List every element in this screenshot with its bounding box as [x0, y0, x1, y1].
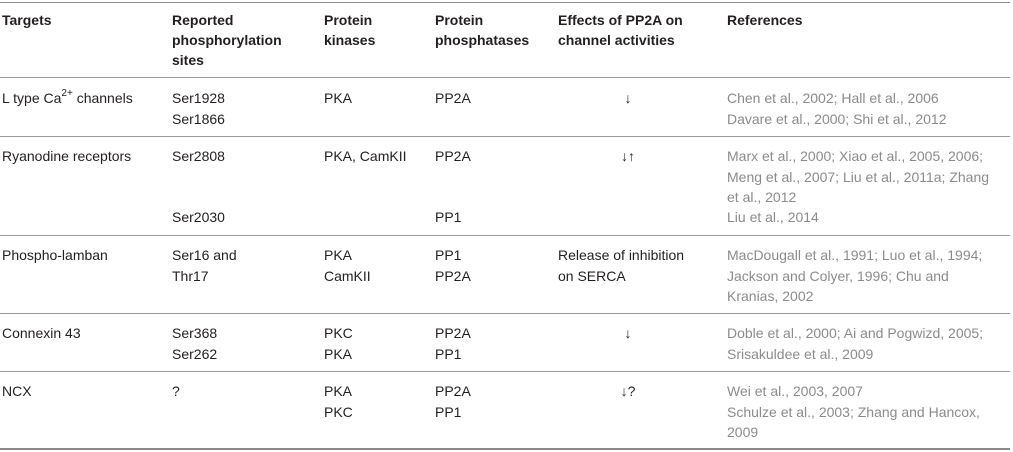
- row-rule: [0, 371, 1010, 372]
- row-cx43-sites: Ser368 Ser262: [172, 325, 218, 362]
- row-ryr-references-a: Marx et al., 2000; Xiao et al., 2005, 20…: [727, 148, 990, 205]
- header-phosphatases: Protein phosphatases: [435, 12, 530, 48]
- table-top-rule: [0, 2, 1010, 3]
- row-cx43-phosphatases: PP2A PP1: [435, 325, 471, 362]
- row-ltype-target: L type Ca2+ channels: [2, 88, 133, 106]
- row-ryr-phosphatase-b: PP1: [435, 209, 462, 225]
- row-plb-kinases: PKA CamKII: [324, 247, 371, 284]
- header-kinases: Protein kinases: [324, 12, 376, 48]
- row-ncx-sites: ?: [172, 383, 180, 399]
- row-ryr-site-b: Ser2030: [172, 209, 225, 225]
- header-targets: Targets: [2, 12, 52, 28]
- row-ncx-kinases: PKA PKC: [324, 383, 353, 420]
- header-sites: Reported phosphorylation sites: [172, 12, 282, 68]
- table-bottom-rule: [0, 448, 1010, 450]
- row-plb-effect: Release of inhibition on SERCA: [558, 247, 685, 284]
- row-ryr-site-a: Ser2808: [172, 148, 225, 164]
- row-ryr-kinases: PKA, CamKII: [324, 148, 407, 164]
- row-plb-sites: Ser16 and Thr17: [172, 247, 237, 284]
- row-ncx-phosphatases: PP2A PP1: [435, 383, 471, 420]
- row-ltype-phosphatases: PP2A: [435, 90, 471, 106]
- row-rule: [0, 136, 1010, 137]
- row-ryr-phosphatase-a: PP2A: [435, 148, 471, 164]
- row-ncx-references: Wei et al., 2003, 2007 Schulze et al., 2…: [727, 383, 980, 440]
- row-ryr-references-b: Liu et al., 2014: [727, 209, 819, 225]
- header-rule: [0, 77, 1010, 78]
- row-rule: [0, 235, 1010, 236]
- header-references: References: [727, 12, 803, 28]
- row-ryr-target: Ryanodine receptors: [2, 148, 132, 164]
- row-plb-target: Phospho-lamban: [2, 247, 108, 263]
- header-effects: Effects of PP2A on channel activities: [558, 12, 683, 48]
- row-rule: [0, 313, 1010, 314]
- row-ncx-target: NCX: [2, 383, 32, 399]
- row-ltype-references: Chen et al., 2002; Hall et al., 2006 Dav…: [727, 90, 947, 127]
- row-cx43-effect: ↓: [624, 325, 632, 341]
- row-cx43-kinases: PKC PKA: [324, 325, 353, 362]
- row-ltype-kinases: PKA: [324, 90, 353, 106]
- row-ryr-effect: ↓↑: [621, 148, 635, 164]
- row-ncx-effect: ↓?: [620, 383, 636, 399]
- row-plb-phosphatases: PP1 PP2A: [435, 247, 471, 284]
- row-cx43-target: Connexin 43: [2, 325, 81, 341]
- row-cx43-references: Doble et al., 2000; Ai and Pogwizd, 2005…: [727, 325, 984, 362]
- row-plb-references: MacDougall et al., 1991; Luo et al., 199…: [727, 247, 983, 304]
- row-ltype-effect: ↓: [624, 90, 632, 106]
- row-ltype-sites: Ser1928 Ser1866: [172, 90, 225, 127]
